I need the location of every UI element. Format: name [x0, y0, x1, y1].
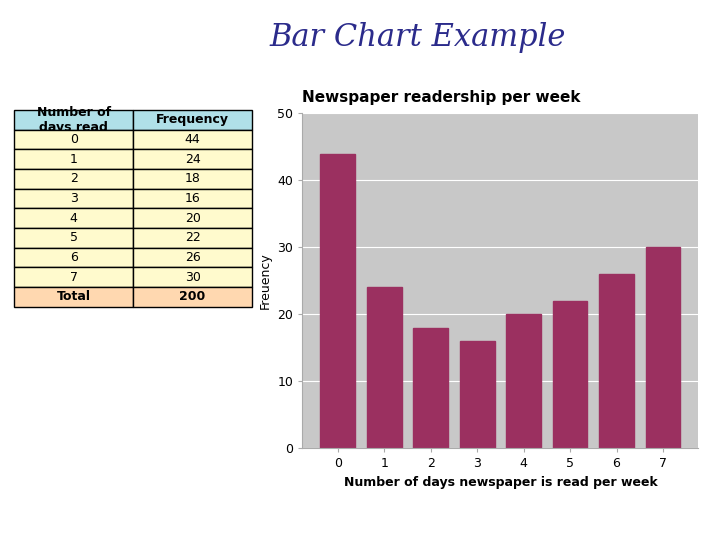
Y-axis label: Freuency: Freuency — [258, 252, 272, 309]
Text: Newspaper readership per week: Newspaper readership per week — [302, 90, 581, 105]
Bar — [367, 287, 402, 448]
Text: Bar Chart Example: Bar Chart Example — [269, 22, 566, 52]
Bar — [460, 341, 495, 448]
Bar — [646, 247, 680, 448]
Bar — [553, 301, 588, 448]
Bar — [320, 153, 355, 448]
Bar — [599, 274, 634, 448]
Bar — [413, 328, 448, 448]
Bar — [506, 314, 541, 448]
X-axis label: Number of days newspaper is read per week: Number of days newspaper is read per wee… — [343, 476, 657, 489]
